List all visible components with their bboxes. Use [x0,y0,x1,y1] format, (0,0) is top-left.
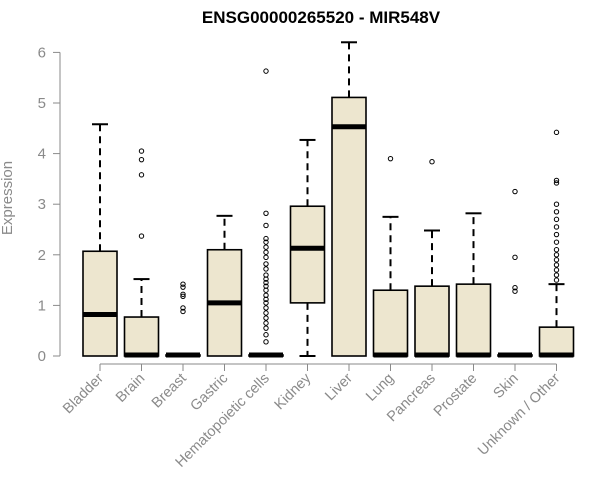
category-label: Skin [491,371,522,402]
y-tick-label: 4 [38,146,46,163]
outlier-point [263,283,269,289]
box-group [206,214,243,357]
chart-title: ENSG00000265520 - MIR548V [202,8,441,27]
outlier-point [553,267,560,273]
box-iqr [372,289,409,357]
outlier-point [553,180,560,186]
outlier-point [553,277,560,283]
box-group [82,123,118,357]
outlier-point [429,158,435,165]
outlier-point [553,262,560,268]
plot-area [82,41,575,358]
outlier-point [138,172,145,178]
box-group [123,148,160,358]
box-group [248,68,284,358]
outlier-point [512,188,518,195]
box-iqr [82,250,118,357]
outlier-point [263,305,269,311]
outlier-point [263,266,269,272]
outlier-point [263,239,269,245]
outlier-point [553,257,560,263]
y-axis: 0 1 2 3 4 5 6 [38,44,61,365]
outlier-point [553,177,560,184]
outlier-point [263,315,269,321]
outlier-point [263,244,269,250]
outlier-point [263,332,269,338]
outlier-point [263,249,269,255]
outlier-point [512,254,518,261]
outlier-point [263,261,269,267]
category-label: Bladder [60,370,107,417]
outlier-point [553,231,560,238]
y-tick-label: 0 [38,348,46,365]
box-iqr [455,283,492,357]
category-label: Kidney [272,370,315,413]
outlier-point [387,155,394,162]
category-label: Liver [322,370,356,404]
outlier-point [138,156,145,163]
outlier-point [263,339,269,345]
outlier-point [180,291,186,297]
outlier-point [138,233,145,239]
outlier-point [553,239,560,245]
outlier-point [512,288,518,294]
outlier-point [553,201,560,207]
outlier-point [553,224,560,230]
box-iqr [331,96,367,357]
y-axis-label: Expression [0,161,16,235]
outlier-point [180,305,186,311]
box-group [165,281,201,358]
outlier-point [263,272,269,278]
outlier-point [263,320,269,326]
y-tick-label: 6 [38,44,46,61]
box-group [331,41,367,357]
box-iqr [289,205,326,304]
outlier-point [263,325,269,331]
box-group [289,138,326,357]
category-label: Breast [149,371,190,412]
outlier-point [180,281,186,287]
outlier-point [263,254,269,261]
box-iqr [538,326,575,357]
outlier-point [263,222,269,229]
y-tick-label: 2 [38,247,46,264]
outlier-point [553,129,560,136]
box-group [455,212,492,358]
outlier-point [180,308,186,315]
outlier-point [553,272,560,278]
outlier-point [263,210,269,217]
outlier-point [180,284,186,290]
outlier-point [263,279,269,286]
box-iqr [414,285,450,357]
outlier-point [553,252,560,258]
category-label: Brain [113,371,148,406]
outlier-point [263,235,269,242]
outlier-point [553,247,560,253]
category-label: Lung [363,371,397,405]
y-tick-label: 1 [38,297,46,314]
category-label: Prostate [431,371,480,420]
box-group [497,188,533,358]
outlier-point [263,300,269,306]
outlier-point [180,293,186,299]
box-iqr [123,316,160,357]
outlier-point [263,310,269,316]
y-tick-label: 3 [38,196,46,213]
outlier-point [553,216,560,223]
outlier-point [553,209,560,215]
box-group [414,158,450,358]
outlier-point [263,68,269,74]
box-group [538,129,575,358]
outlier-point [512,284,518,291]
box-group [372,155,409,358]
outlier-point [138,148,145,154]
y-tick-label: 5 [38,95,46,112]
outlier-point [263,292,269,298]
